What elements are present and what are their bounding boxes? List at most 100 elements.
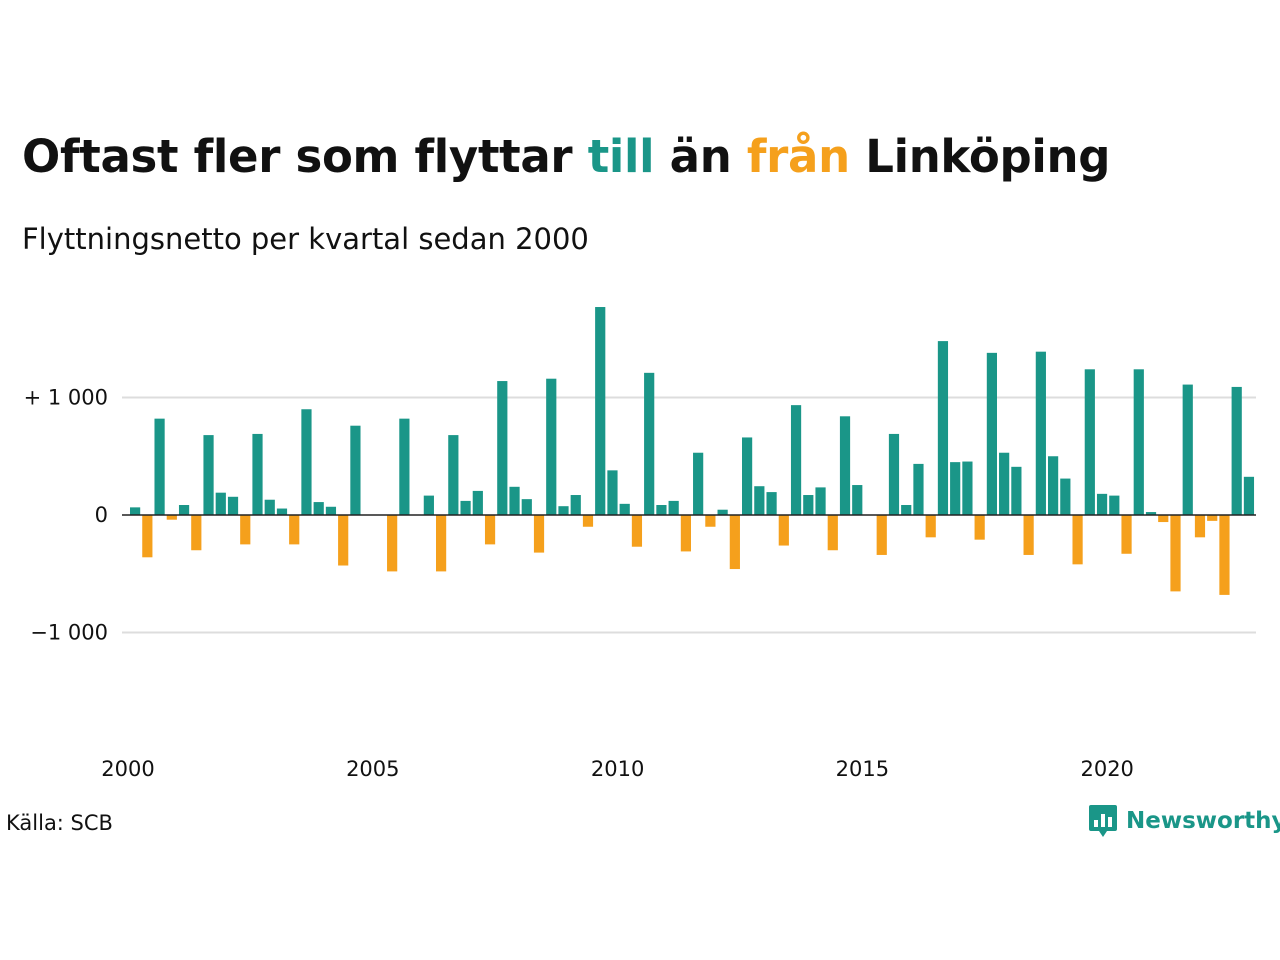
chart-subtitle: Flyttningsnetto per kvartal sedan 2000 xyxy=(22,222,589,256)
bar xyxy=(130,507,141,515)
bar xyxy=(742,437,753,515)
bar xyxy=(974,515,985,540)
bar xyxy=(338,515,349,566)
bar xyxy=(289,515,300,545)
bar xyxy=(1182,384,1193,515)
bar xyxy=(252,433,263,515)
bar xyxy=(448,435,459,515)
bar xyxy=(852,485,863,515)
bar xyxy=(693,452,704,515)
title-part-3: än xyxy=(654,130,747,183)
bar xyxy=(1133,369,1144,515)
bar xyxy=(656,505,667,515)
bar xyxy=(668,500,679,515)
bar xyxy=(203,435,214,515)
bar xyxy=(154,418,165,515)
bar xyxy=(888,433,900,515)
bar xyxy=(986,352,997,515)
bar xyxy=(1219,515,1230,595)
gridlines xyxy=(122,396,1256,634)
x-tick-label: 2015 xyxy=(836,757,889,781)
bar xyxy=(644,372,655,515)
bar xyxy=(999,452,1010,515)
bar xyxy=(1084,369,1095,515)
bar xyxy=(778,515,789,546)
chart-title: Oftast fler som flyttar till än från Lin… xyxy=(22,130,1110,183)
bar xyxy=(1096,493,1108,515)
bar xyxy=(595,307,606,515)
brand-name: Newsworthy xyxy=(1126,808,1280,834)
bar xyxy=(876,515,887,555)
x-tick-label: 2005 xyxy=(346,757,399,781)
bars xyxy=(130,307,1255,595)
brand-logo[interactable]: Newsworthy xyxy=(1088,803,1280,839)
bar xyxy=(215,492,226,515)
bar xyxy=(264,499,275,515)
bar xyxy=(705,515,716,527)
bar xyxy=(607,470,618,515)
bar xyxy=(962,461,973,515)
bar xyxy=(729,515,740,570)
bar xyxy=(1231,386,1242,515)
bar xyxy=(1121,515,1132,554)
bar xyxy=(387,515,398,572)
bar xyxy=(546,378,557,515)
axes: + 1 000 0 −1 000 2000 2005 2010 2015 2020 xyxy=(24,386,1256,781)
title-part-5: Linköping xyxy=(849,130,1111,183)
bar xyxy=(301,409,312,515)
bar xyxy=(1207,515,1218,521)
bar xyxy=(509,486,520,515)
bar xyxy=(399,418,410,515)
bar xyxy=(533,515,545,553)
bar xyxy=(570,495,581,515)
newsworthy-logo-icon xyxy=(1089,805,1117,837)
bar xyxy=(680,515,691,552)
bar xyxy=(191,515,202,551)
bar xyxy=(766,492,777,515)
bar xyxy=(913,463,924,515)
x-tick-label: 2010 xyxy=(591,757,644,781)
bar xyxy=(1109,495,1120,515)
bar xyxy=(1072,515,1083,565)
bar xyxy=(497,381,508,515)
bar xyxy=(142,515,153,558)
bar xyxy=(937,341,949,515)
source-note: Källa: SCB xyxy=(6,811,113,835)
title-part-1: Oftast fler som flyttar xyxy=(22,130,588,183)
y-tick-label: + 1 000 xyxy=(24,386,108,410)
bar xyxy=(1194,515,1206,538)
bar xyxy=(484,515,496,545)
x-tick-label: 2000 xyxy=(101,757,154,781)
bar xyxy=(276,508,288,515)
bar xyxy=(619,503,630,515)
bar xyxy=(325,506,337,515)
bar xyxy=(631,515,643,547)
y-tick-label: −1 000 xyxy=(30,621,108,645)
bar xyxy=(227,496,239,515)
bar xyxy=(436,515,447,572)
y-tick-label: 0 xyxy=(95,503,108,527)
bar xyxy=(901,505,912,515)
bar xyxy=(240,515,251,545)
bar xyxy=(815,487,826,515)
bar xyxy=(1158,515,1169,523)
bar xyxy=(950,462,961,516)
bar xyxy=(521,499,532,515)
bar xyxy=(350,425,361,515)
bar xyxy=(1243,476,1255,515)
bar xyxy=(178,505,190,515)
bar-chart: + 1 000 0 −1 000 2000 2005 2010 2015 2020 xyxy=(24,307,1256,781)
bar xyxy=(827,515,838,551)
bar xyxy=(166,515,177,520)
bar xyxy=(1011,466,1022,515)
bar xyxy=(1170,515,1181,592)
bar xyxy=(582,515,594,527)
title-till: till xyxy=(587,130,655,183)
bar xyxy=(1145,512,1157,515)
bar xyxy=(1060,478,1071,515)
bar xyxy=(1035,351,1046,515)
x-tick-label: 2020 xyxy=(1080,757,1133,781)
bar xyxy=(472,490,483,515)
bar xyxy=(423,495,434,515)
bar xyxy=(790,405,802,515)
